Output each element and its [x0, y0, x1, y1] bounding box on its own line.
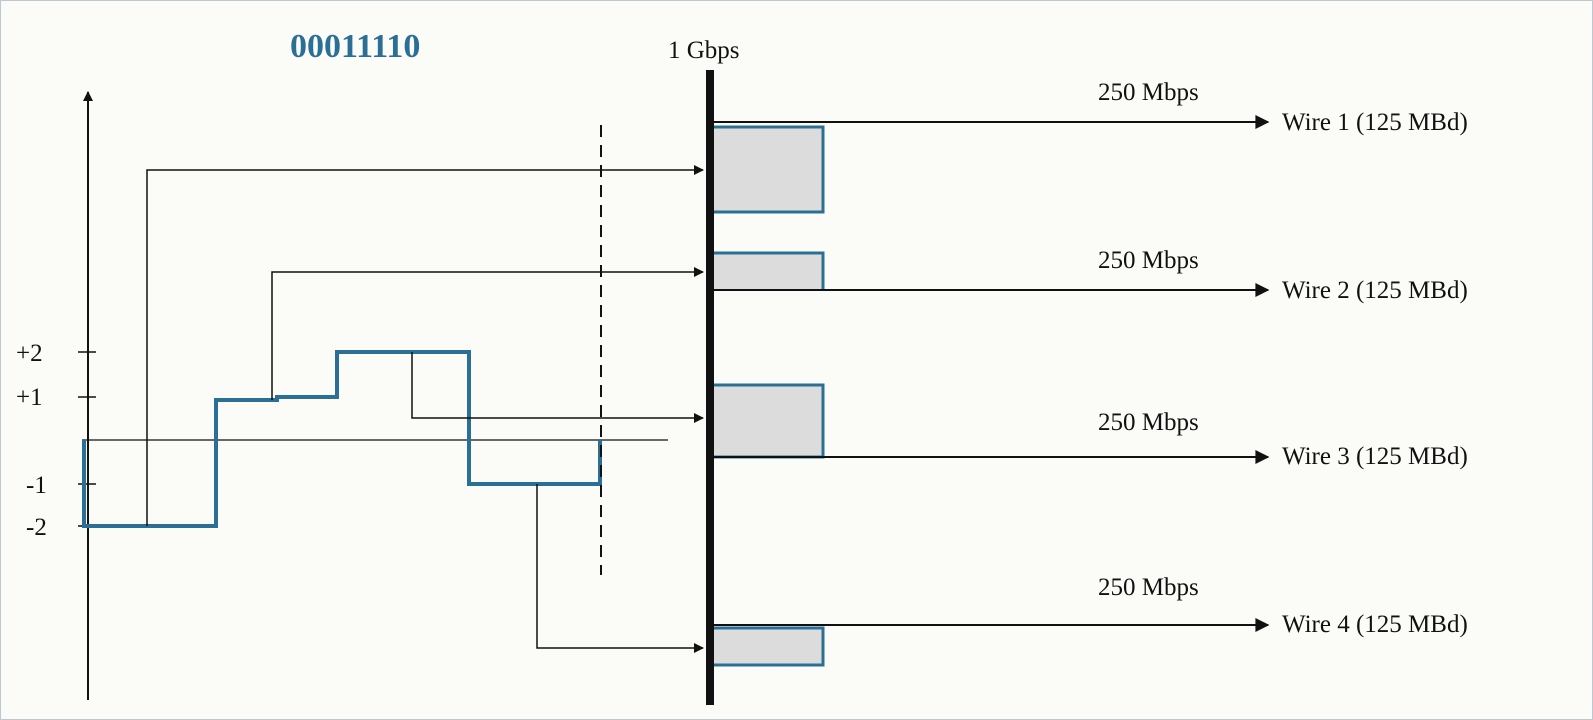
connector-wire-1: [146, 165, 704, 526]
wire-4-label: Wire 4 (125 MBd): [1282, 611, 1468, 638]
wire-3-rate: 250 Mbps: [1098, 409, 1199, 436]
connector-wire-2: [271, 267, 704, 400]
level-plus2: +2: [16, 340, 43, 367]
pulse-wire-1: [710, 125, 825, 214]
connector-wire-4: [536, 484, 704, 653]
wire-1-rate: 250 Mbps: [1098, 79, 1199, 106]
pulse-wire-2: [710, 251, 825, 290]
wire-2-rate: 250 Mbps: [1098, 247, 1199, 274]
signal-waveform: [82, 350, 602, 528]
wire-4-rate: 250 Mbps: [1098, 574, 1199, 601]
input-rate-label: 1 Gbps: [668, 37, 740, 64]
level-plus1: +1: [16, 384, 43, 411]
pulse-wire-3: [712, 383, 825, 459]
bit-sequence: 00011110: [290, 28, 421, 65]
wire-2-label: Wire 2 (125 MBd): [1282, 277, 1468, 304]
level-minus2: -2: [26, 514, 47, 541]
connector-wire-3: [411, 352, 704, 423]
level-minus1: -1: [26, 472, 47, 499]
wire-1-label: Wire 1 (125 MBd): [1282, 109, 1468, 136]
wire-3-label: Wire 3 (125 MBd): [1282, 443, 1468, 470]
pulse-wire-4: [712, 626, 825, 667]
